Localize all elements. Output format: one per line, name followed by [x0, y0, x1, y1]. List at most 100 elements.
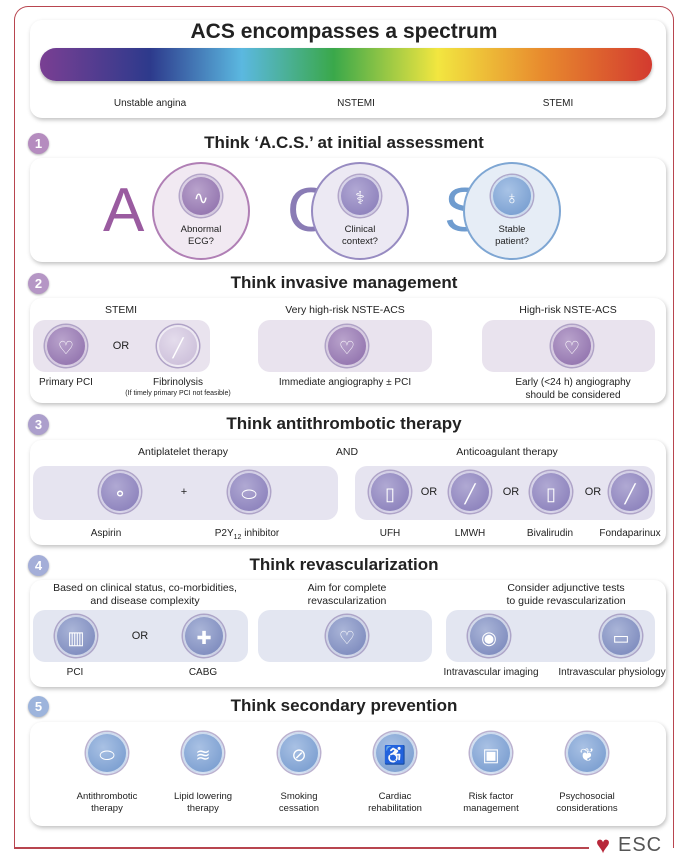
- revasc-heading-2a: Aim for complete: [307, 582, 387, 594]
- step-number-4: 4: [28, 555, 49, 576]
- section-2-title: Think invasive management: [230, 273, 458, 292]
- acs-c-label: Clinical context?: [342, 224, 378, 248]
- label-early-angiography: Early (<24 h) angiography: [515, 377, 631, 388]
- capsule-icon: ⬭: [86, 732, 128, 774]
- outer-frame: [14, 6, 674, 848]
- revasc-heading-3a: Consider adjunctive tests: [507, 582, 625, 594]
- p2y-subscript: 12: [233, 534, 242, 541]
- prevention-label: cessation: [278, 803, 320, 814]
- heart-icon: ♡: [45, 325, 87, 367]
- heart-icon: ♡: [551, 325, 593, 367]
- acs-a-text1: Abnormal: [180, 224, 222, 235]
- or-text: OR: [584, 486, 602, 498]
- ecg-icon: ∿: [180, 175, 222, 217]
- revasc-heading-1a: Based on clinical status, co-morbidities…: [53, 582, 237, 594]
- group-very-high-risk: Very high-risk NSTE-ACS: [285, 304, 405, 316]
- section-5-panel: [30, 722, 666, 826]
- syringe-icon: ╱: [609, 471, 651, 513]
- label-fibrinolysis: Fibrinolysis: [152, 377, 204, 388]
- section-4-title: Think revascularization: [249, 555, 439, 574]
- acs-s-text2: patient?: [495, 236, 529, 247]
- or-text: OR: [502, 486, 520, 498]
- label-ufh: UFH: [379, 528, 401, 539]
- plus-text: +: [180, 486, 188, 498]
- esc-heart-logo-icon: ♥: [595, 832, 611, 859]
- no-smoking-icon: ⊘: [278, 732, 320, 774]
- group-high-risk: High-risk NSTE-ACS: [519, 304, 617, 316]
- inhibitor-text: inhibitor: [241, 528, 280, 539]
- antiplatelet-heading: Antiplatelet therapy: [138, 446, 228, 458]
- step-number-3: 3: [28, 414, 49, 435]
- label-pci: PCI: [66, 667, 84, 678]
- prevention-label: Cardiac: [378, 791, 412, 802]
- label-intravascular-imaging: Intravascular imaging: [443, 667, 539, 678]
- revasc-heading-1b: and disease complexity: [90, 595, 200, 607]
- prevention-label: therapy: [187, 803, 219, 814]
- frame-bottom-line: [14, 847, 589, 849]
- antiplatelet-subpanel: [33, 466, 338, 520]
- exercise-icon: ♿: [374, 732, 416, 774]
- label-should-be-considered: should be considered: [525, 390, 621, 401]
- label-fondaparinux: Fondaparinux: [599, 528, 661, 539]
- monitor-icon: ▭: [600, 615, 642, 657]
- acs-s-text1: Stable: [498, 224, 526, 235]
- revasc-heading-2b: revascularization: [307, 595, 387, 607]
- stent-icon: ▥: [55, 615, 97, 657]
- prevention-label: rehabilitation: [368, 803, 422, 814]
- prevention-label: Risk factor: [468, 791, 514, 802]
- section-1-title: Think ‘A.C.S.’ at initial assessment: [204, 133, 484, 152]
- and-text: AND: [335, 446, 359, 458]
- spectrum-label-nstemi: NSTEMI: [337, 98, 375, 109]
- label-primary-pci: Primary PCI: [39, 377, 93, 388]
- spectrum-label-unstable-angina: Unstable angina: [113, 98, 187, 109]
- label-intravascular-physiology: Intravascular physiology: [558, 667, 666, 678]
- acs-c-text1: Clinical: [344, 224, 376, 235]
- step-number-2: 2: [28, 273, 49, 294]
- stethoscope-icon: ♁: [491, 175, 533, 217]
- label-cabg: CABG: [188, 667, 218, 678]
- revasc-heading-3b: to guide revascularization: [506, 595, 626, 607]
- label-immediate-angiography: Immediate angiography ± PCI: [278, 377, 412, 388]
- section-3-title: Think antithrombotic therapy: [226, 414, 462, 433]
- or-text: OR: [420, 486, 438, 498]
- prevention-label: considerations: [556, 803, 618, 814]
- pill-bottle-icon: ▣: [470, 732, 512, 774]
- spectrum-label-stemi: STEMI: [542, 98, 574, 109]
- iv-bag-icon: ▯: [369, 471, 411, 513]
- prevention-label: Antithrombotic: [76, 791, 138, 802]
- esc-logo-text: ESC: [618, 834, 663, 856]
- letter-a: A: [103, 176, 145, 245]
- brain-icon: ❦: [566, 732, 608, 774]
- label-lmwh: LMWH: [454, 528, 486, 539]
- prevention-label: management: [463, 803, 519, 814]
- section-5-title: Think secondary prevention: [230, 696, 458, 715]
- prevention-label: Smoking: [280, 791, 318, 802]
- syringe-icon: ╱: [449, 471, 491, 513]
- ivus-icon: ◉: [468, 615, 510, 657]
- prevention-label: therapy: [91, 803, 123, 814]
- label-p2y12-inhibitor: P2Y12 inhibitor: [215, 528, 280, 541]
- prevention-label: Psychosocial: [559, 791, 615, 802]
- anticoagulant-heading: Anticoagulant therapy: [456, 446, 558, 458]
- surgery-icon: ✚: [183, 615, 225, 657]
- label-fibrinolysis-note: (If timely primary PCI not feasible): [125, 390, 231, 397]
- capsule-icon: ⬭: [228, 471, 270, 513]
- label-bivalirudin: Bivalirudin: [526, 528, 574, 539]
- label-aspirin: Aspirin: [90, 528, 122, 539]
- page-title: ACS encompasses a spectrum: [190, 20, 498, 43]
- prevention-label: Lipid lowering: [173, 791, 233, 802]
- spectrum-bar: [40, 48, 652, 81]
- syringe-icon: ╱: [157, 325, 199, 367]
- step-number-5: 5: [28, 696, 49, 717]
- step-number-1: 1: [28, 133, 49, 154]
- or-text: OR: [131, 630, 149, 642]
- acs-a-text2: ECG?: [188, 236, 214, 247]
- acs-s-label: Stable patient?: [495, 224, 529, 248]
- heart-icon: ♡: [326, 325, 368, 367]
- doctor-patient-icon: ⚕: [339, 175, 381, 217]
- group-stemi: STEMI: [104, 304, 138, 316]
- acs-a-label: Abnormal ECG?: [181, 224, 222, 248]
- iv-bag-icon: ▯: [530, 471, 572, 513]
- p2y-text: P2Y: [214, 528, 234, 539]
- tablets-icon: ⚬: [99, 471, 141, 513]
